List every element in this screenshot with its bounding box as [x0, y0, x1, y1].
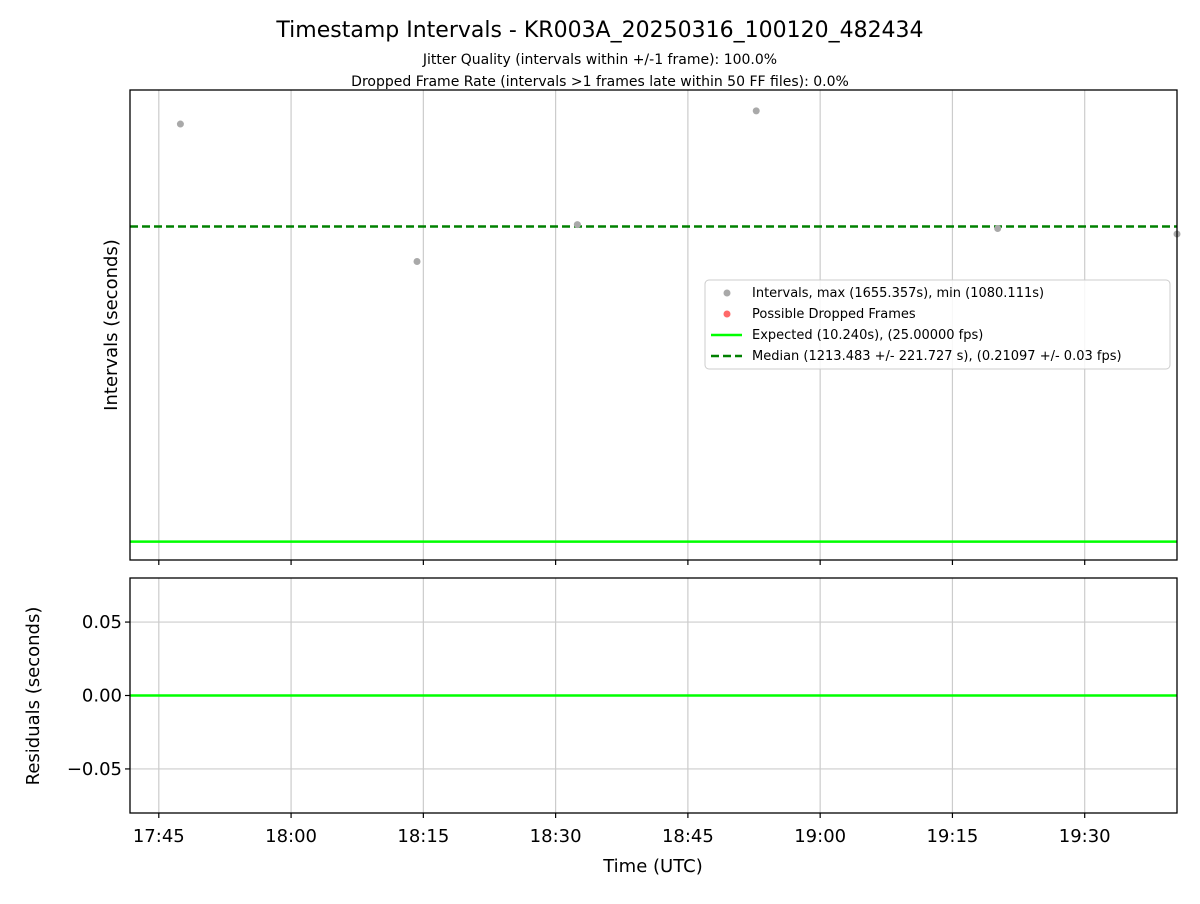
- legend: Intervals, max (1655.357s), min (1080.11…: [704, 279, 1171, 370]
- y-tick-label-2: −0.05: [67, 759, 122, 780]
- legend-box: [704, 279, 1171, 370]
- x-tick-label-2: 18:15: [397, 826, 449, 847]
- x-tick-label-1: 18:00: [265, 826, 317, 847]
- x-tick-label-5: 19:00: [794, 826, 846, 847]
- intervals-x-ticks: [158, 560, 1086, 565]
- y-tick-label-1: 0.00: [82, 686, 122, 707]
- intervals-panel: Intervals (seconds) Intervals, max (1655…: [101, 89, 1181, 565]
- residuals-x-ticks: 17:45 18:00 18:15 18:30 18:45 19:00 19:15 19:30: [133, 813, 1111, 847]
- x-tick-label-7: 19:30: [1059, 826, 1111, 847]
- legend-label-expected: Expected (10.240s), (25.00000 fps): [752, 328, 983, 343]
- x-tick-label-3: 18:30: [530, 826, 582, 847]
- x-tick-label-0: 17:45: [133, 826, 185, 847]
- interval-point-1: [413, 257, 421, 265]
- legend-label-median: Median (1213.483 +/- 221.727 s), (0.2109…: [752, 349, 1122, 364]
- x-axis-label: Time (UTC): [602, 856, 703, 877]
- interval-point-3: [752, 107, 760, 115]
- interval-point-0: [176, 120, 184, 128]
- interval-point-2: [573, 221, 581, 229]
- interval-point-4: [994, 225, 1002, 233]
- intervals-axes-frame: [129, 89, 1178, 561]
- intervals-lines: [130, 225, 1177, 543]
- legend-label-dropped: Possible Dropped Frames: [752, 307, 916, 322]
- chart-subtitle-dropped: Dropped Frame Rate (intervals >1 frames …: [351, 74, 849, 90]
- legend-marker-intervals: [723, 289, 731, 297]
- intervals-y-axis-label: Intervals (seconds): [101, 239, 122, 411]
- legend-label-intervals: Intervals, max (1655.357s), min (1080.11…: [752, 286, 1044, 301]
- chart-subtitle-jitter: Jitter Quality (intervals within +/-1 fr…: [422, 52, 777, 68]
- residuals-panel: 0.050.00−0.05 17:45 18:00 18:15 18:30 18:45 1…: [23, 577, 1178, 877]
- residuals-y-axis-label: Residuals (seconds): [23, 607, 44, 786]
- y-tick-label-0: 0.05: [82, 612, 122, 633]
- legend-marker-dropped: [723, 310, 731, 318]
- x-tick-label-4: 18:45: [662, 826, 714, 847]
- x-tick-label-6: 19:15: [926, 826, 978, 847]
- chart-title: Timestamp Intervals - KR003A_20250316_10…: [275, 18, 923, 43]
- residuals-y-ticks: 0.05 0.00 −0.05: [67, 612, 130, 780]
